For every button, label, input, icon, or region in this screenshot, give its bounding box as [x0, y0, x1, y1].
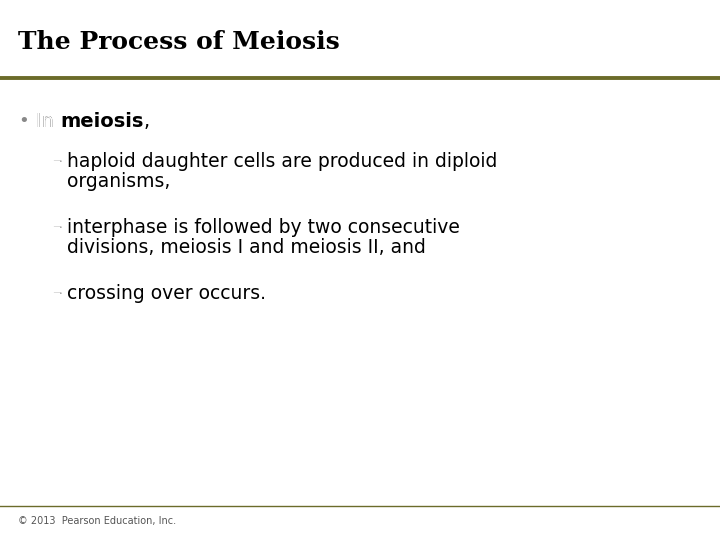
Text: –: – — [52, 218, 61, 237]
Text: •: • — [18, 112, 29, 130]
Text: divisions, meiosis I and meiosis II, and: divisions, meiosis I and meiosis II, and — [67, 238, 426, 257]
Text: –: – — [52, 152, 61, 171]
Text: –: – — [52, 218, 67, 237]
Text: organisms,: organisms, — [67, 172, 171, 191]
Text: –: – — [52, 284, 67, 303]
Text: In: In — [36, 112, 60, 131]
Text: ,: , — [143, 112, 150, 131]
Text: haploid daughter cells are produced in diploid: haploid daughter cells are produced in d… — [67, 152, 498, 171]
Text: crossing over occurs.: crossing over occurs. — [67, 284, 266, 303]
Text: –: – — [52, 284, 61, 303]
Text: The Process of Meiosis: The Process of Meiosis — [18, 30, 340, 54]
Text: interphase is followed by two consecutive: interphase is followed by two consecutiv… — [67, 218, 460, 237]
Text: –: – — [52, 152, 67, 171]
Text: meiosis: meiosis — [60, 112, 143, 131]
Text: In: In — [36, 112, 60, 131]
Text: © 2013  Pearson Education, Inc.: © 2013 Pearson Education, Inc. — [18, 516, 176, 526]
